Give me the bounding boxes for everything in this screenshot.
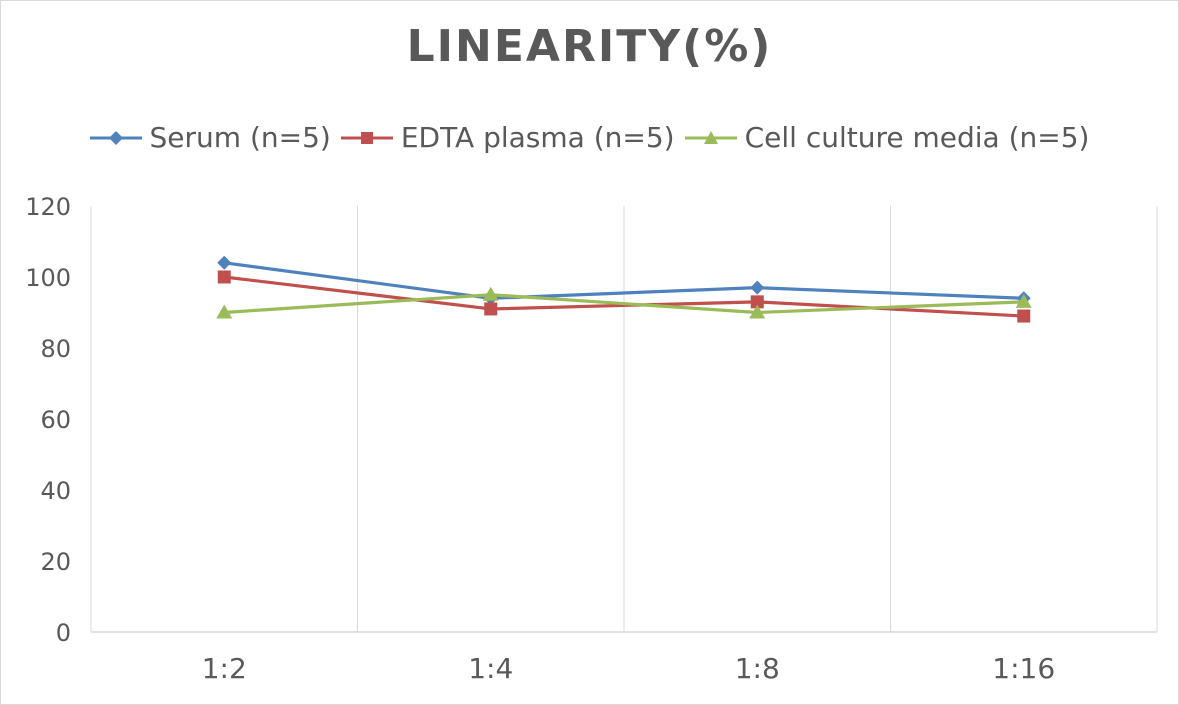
series-line-1	[224, 275, 1024, 318]
y-tick-label: 100	[25, 264, 71, 292]
legend-item-edta-plasma: EDTA plasma (n=5)	[340, 121, 675, 154]
x-tick-label: 1:16	[992, 652, 1055, 685]
series-line-2	[224, 293, 1024, 315]
y-tick-label: 20	[40, 548, 71, 576]
data-point-square	[484, 302, 498, 316]
y-tick-label: 40	[40, 477, 71, 505]
data-point-triangle	[749, 304, 766, 319]
legend-item-cell-culture-media: Cell culture media (n=5)	[684, 121, 1090, 154]
data-point-diamond	[750, 280, 765, 295]
data-point-square	[750, 295, 764, 309]
y-tick-label: 120	[25, 193, 71, 221]
x-tick-label: 1:2	[202, 652, 247, 685]
data-point-triangle	[482, 286, 499, 301]
chart-title: LINEARITY(%)	[406, 21, 773, 72]
legend-swatch-cell-culture-media	[684, 130, 737, 144]
legend: Serum (n=5) EDTA plasma (n=5) Cell cultu…	[1, 121, 1178, 154]
data-point-square	[1017, 309, 1031, 323]
x-tick-label: 1:8	[735, 652, 780, 685]
data-point-triangle	[216, 304, 233, 319]
legend-swatch-edta-plasma	[340, 131, 393, 144]
data-point-diamond	[217, 255, 232, 270]
legend-label-serum: Serum (n=5)	[149, 121, 331, 154]
data-point-square	[217, 270, 231, 284]
legend-label-edta-plasma: EDTA plasma (n=5)	[400, 121, 675, 154]
y-tick-label: 60	[40, 406, 71, 434]
legend-item-serum: Serum (n=5)	[89, 121, 331, 154]
data-point-triangle	[1015, 293, 1032, 308]
x-tick-label: 1:4	[468, 652, 513, 685]
y-tick-label: 80	[40, 335, 71, 363]
series-line-0	[224, 261, 1024, 300]
legend-swatch-serum	[89, 130, 142, 145]
y-tick-label: 0	[56, 619, 71, 647]
legend-label-cell-culture-media: Cell culture media (n=5)	[744, 121, 1090, 154]
